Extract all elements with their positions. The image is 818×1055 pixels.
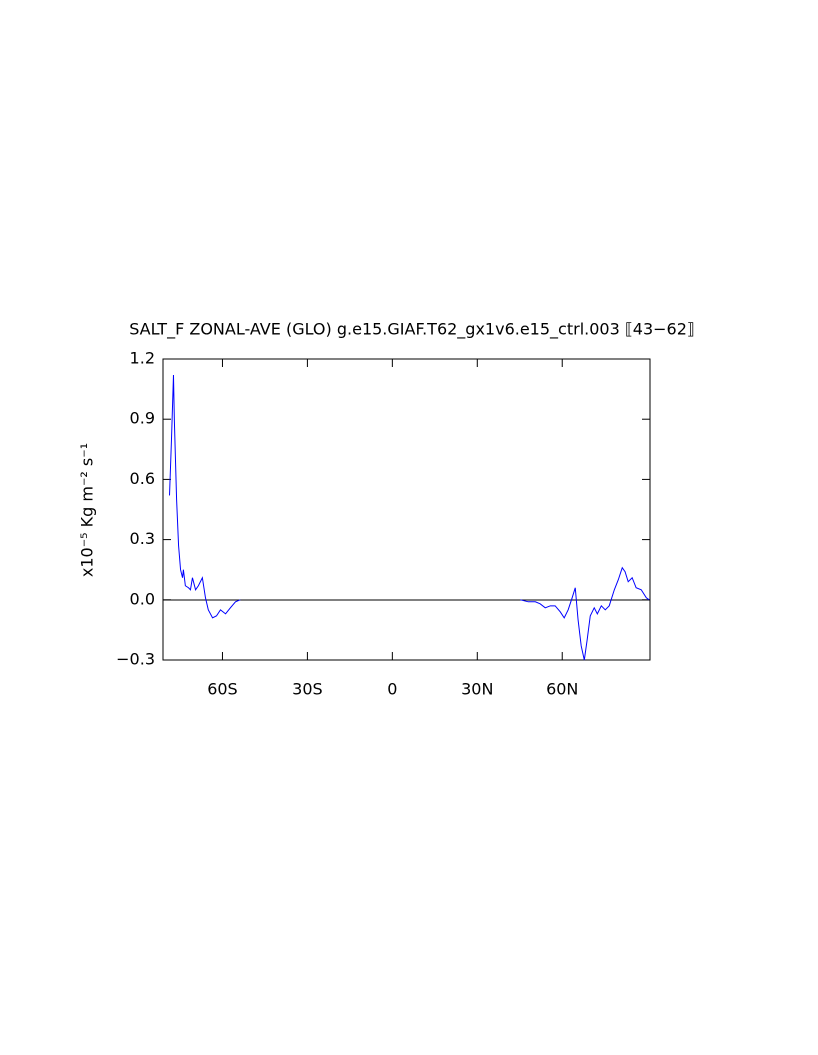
- y-tick-label: 0.0: [130, 589, 155, 608]
- y-tick-label: 1.2: [130, 349, 155, 368]
- x-tick-label: 60S: [207, 680, 238, 699]
- x-tick-label: 30S: [292, 680, 323, 699]
- plot-frame: [162, 358, 651, 661]
- chart-title: SALT_F ZONAL-AVE (GLO) g.e15.GIAF.T62_gx…: [129, 320, 695, 340]
- y-tick-label: −0.3: [116, 650, 155, 669]
- y-tick-label: 0.6: [130, 469, 155, 488]
- y-tick-label: 0.9: [130, 409, 155, 428]
- data-line: [169, 375, 650, 661]
- y-axis-label: x10⁻⁵ Kg m⁻² s⁻¹: [78, 443, 97, 577]
- x-tick-label: 0: [387, 680, 397, 699]
- x-tick-label: 60N: [546, 680, 578, 699]
- x-tick-label: 30N: [461, 680, 493, 699]
- y-tick-label: 0.3: [130, 529, 155, 548]
